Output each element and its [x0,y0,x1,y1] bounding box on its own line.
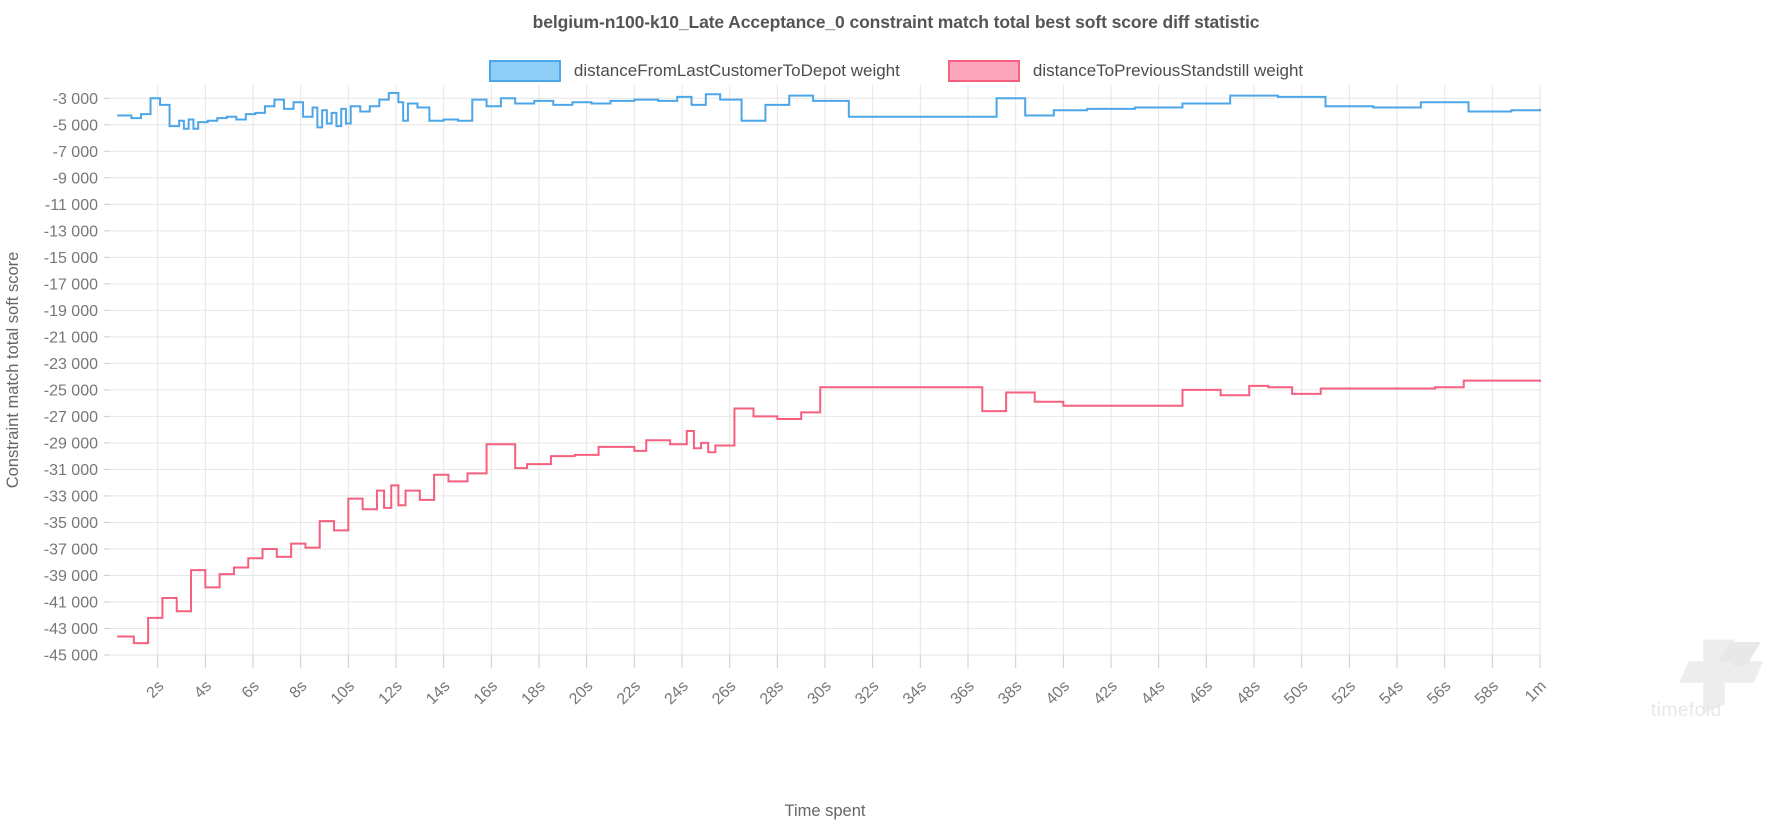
y-tick-label: -5 000 [53,117,98,134]
x-tick-label: 2s [144,678,168,702]
x-tick-label: 22s [614,678,644,708]
series-line-1 [117,379,1541,645]
x-tick-label: 20s [566,678,596,708]
y-tick-label: -43 000 [44,621,98,638]
x-tick-label: 54s [1377,678,1407,708]
y-tick-label: -45 000 [44,648,98,665]
x-axis-tick-labels: 2s 4s 6s 8s 10s 12s 14s 16s 18s 20s 22s 24s 26s 28s 30… [144,678,1550,708]
watermark-label: timefold [1651,700,1722,721]
x-axis-title: Time spent [784,802,865,820]
x-tick-label: 18s [519,678,549,708]
y-tick-label: -7 000 [53,144,98,161]
x-tick-label: 38s [995,678,1025,708]
x-tick-label: 50s [1281,678,1311,708]
x-tick-label: 36s [948,678,978,708]
y-tick-label: -21 000 [44,329,98,346]
series-line-0 [117,91,1541,130]
x-tick-label: 34s [900,678,930,708]
y-tick-label: -41 000 [44,594,98,611]
y-tick-label: -3 000 [53,91,98,108]
x-tick-label: 12s [376,678,406,708]
x-tick-label: 52s [1329,678,1359,708]
data-series [117,91,1541,645]
legend-label-series-1: distanceToPreviousStandstill weight [1032,61,1304,80]
tickmarks [104,97,1541,668]
y-tick-label: -13 000 [44,223,98,240]
legend-item-series-1[interactable]: distanceToPreviousStandstill weight [947,60,1304,82]
chart-title: belgium-n100-k10_Late Acceptance_0 const… [532,12,1260,32]
y-tick-label: -11 000 [45,197,98,214]
y-tick-label: -37 000 [44,541,98,558]
x-tick-label: 6s [239,678,263,702]
x-tick-label: 10s [328,678,358,708]
x-tick-label: 28s [757,678,787,708]
legend-swatch-series-0 [488,60,561,82]
y-tick-label: -33 000 [44,488,98,505]
x-tick-label: 40s [1043,678,1073,708]
y-tick-label: -9 000 [53,170,98,187]
y-tick-label: -19 000 [44,303,98,320]
x-tick-label: 46s [1186,678,1216,708]
x-tick-label: 48s [1234,678,1264,708]
x-tick-label: 56s [1424,678,1454,708]
y-tick-label: -29 000 [44,435,98,452]
x-tick-label: 32s [852,678,882,708]
y-tick-label: -15 000 [44,250,98,267]
y-axis-tick-labels: -3 000 -5 000 -7 000 -9 000 -11 000 -13 000 -1… [44,91,98,665]
x-tick-label: 30s [805,678,835,708]
x-tick-label: 1m [1522,678,1550,706]
x-tick-label: 14s [423,678,453,708]
y-tick-label: -31 000 [44,462,98,479]
legend-swatch-series-1 [947,60,1020,82]
x-tick-label: 42s [1091,678,1121,708]
legend-item-series-0[interactable]: distanceFromLastCustomerToDepot weight [488,60,900,82]
x-tick-label: 4s [191,678,215,702]
y-axis-title: Constraint match total soft score [4,252,22,489]
y-tick-label: -39 000 [44,568,98,585]
x-tick-label: 16s [471,678,501,708]
y-tick-label: -27 000 [44,409,98,426]
x-tick-label: 26s [709,678,739,708]
gridlines [110,85,1541,656]
y-tick-label: -35 000 [44,515,98,532]
y-tick-label: -25 000 [44,382,98,399]
y-tick-label: -17 000 [44,276,98,293]
chart-legend: distanceFromLastCustomerToDepot weight d… [0,60,1792,82]
legend-label-series-0: distanceFromLastCustomerToDepot weight [573,61,900,80]
x-tick-label: 8s [287,678,311,702]
x-tick-label: 58s [1472,678,1502,708]
y-tick-label: -23 000 [44,356,98,373]
x-tick-label: 24s [662,678,692,708]
x-tick-label: 44s [1138,678,1168,708]
